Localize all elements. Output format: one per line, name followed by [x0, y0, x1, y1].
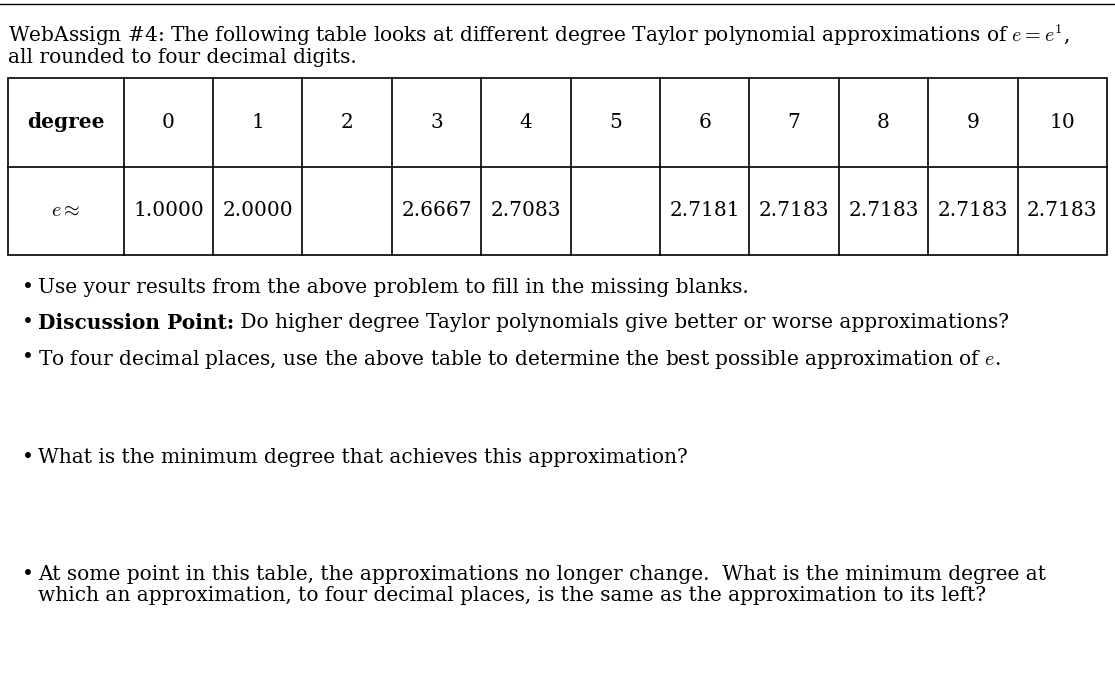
Text: •: • [22, 565, 33, 584]
Text: 2.0000: 2.0000 [223, 201, 293, 221]
Text: WebAssign #4: The following table looks at different degree Taylor polynomial ap: WebAssign #4: The following table looks … [8, 22, 1069, 47]
Text: •: • [22, 278, 33, 297]
Text: 2.7183: 2.7183 [938, 201, 1008, 221]
Text: 5: 5 [609, 113, 622, 132]
Text: To four decimal places, use the above table to determine the best possible appro: To four decimal places, use the above ta… [38, 348, 1000, 371]
Text: all rounded to four decimal digits.: all rounded to four decimal digits. [8, 48, 357, 67]
Text: What is the minimum degree that achieves this approximation?: What is the minimum degree that achieves… [38, 448, 688, 467]
Text: •: • [22, 348, 33, 367]
Text: 2.6667: 2.6667 [401, 201, 472, 221]
Text: 3: 3 [430, 113, 443, 132]
Text: 4: 4 [520, 113, 532, 132]
Text: 7: 7 [787, 113, 801, 132]
Text: 2.7183: 2.7183 [759, 201, 830, 221]
Text: $e \approx$: $e \approx$ [51, 201, 80, 221]
Text: 2.7083: 2.7083 [491, 201, 561, 221]
Text: At some point in this table, the approximations no longer change.  What is the m: At some point in this table, the approxi… [38, 565, 1046, 584]
Text: 2.7183: 2.7183 [1027, 201, 1097, 221]
Text: 8: 8 [878, 113, 890, 132]
Text: 9: 9 [967, 113, 979, 132]
Text: 1.0000: 1.0000 [133, 201, 204, 221]
Text: 2: 2 [341, 113, 353, 132]
Text: 2.7183: 2.7183 [849, 201, 919, 221]
Bar [8, 78, 1107, 255]
Text: 6: 6 [698, 113, 711, 132]
Text: Use your results from the above problem to fill in the missing blanks.: Use your results from the above problem … [38, 278, 749, 297]
Text: •: • [22, 448, 33, 467]
Text: 2.7181: 2.7181 [669, 201, 740, 221]
Text: which an approximation, to four decimal places, is the same as the approximation: which an approximation, to four decimal … [38, 586, 986, 605]
Text: 0: 0 [162, 113, 175, 132]
Text: •: • [22, 313, 33, 332]
Text: Discussion Point:: Discussion Point: [38, 313, 234, 333]
Text: degree: degree [27, 112, 105, 132]
Text: 1: 1 [251, 113, 264, 132]
Text: 10: 10 [1049, 113, 1075, 132]
Text: Do higher degree Taylor polynomials give better or worse approximations?: Do higher degree Taylor polynomials give… [234, 313, 1009, 332]
